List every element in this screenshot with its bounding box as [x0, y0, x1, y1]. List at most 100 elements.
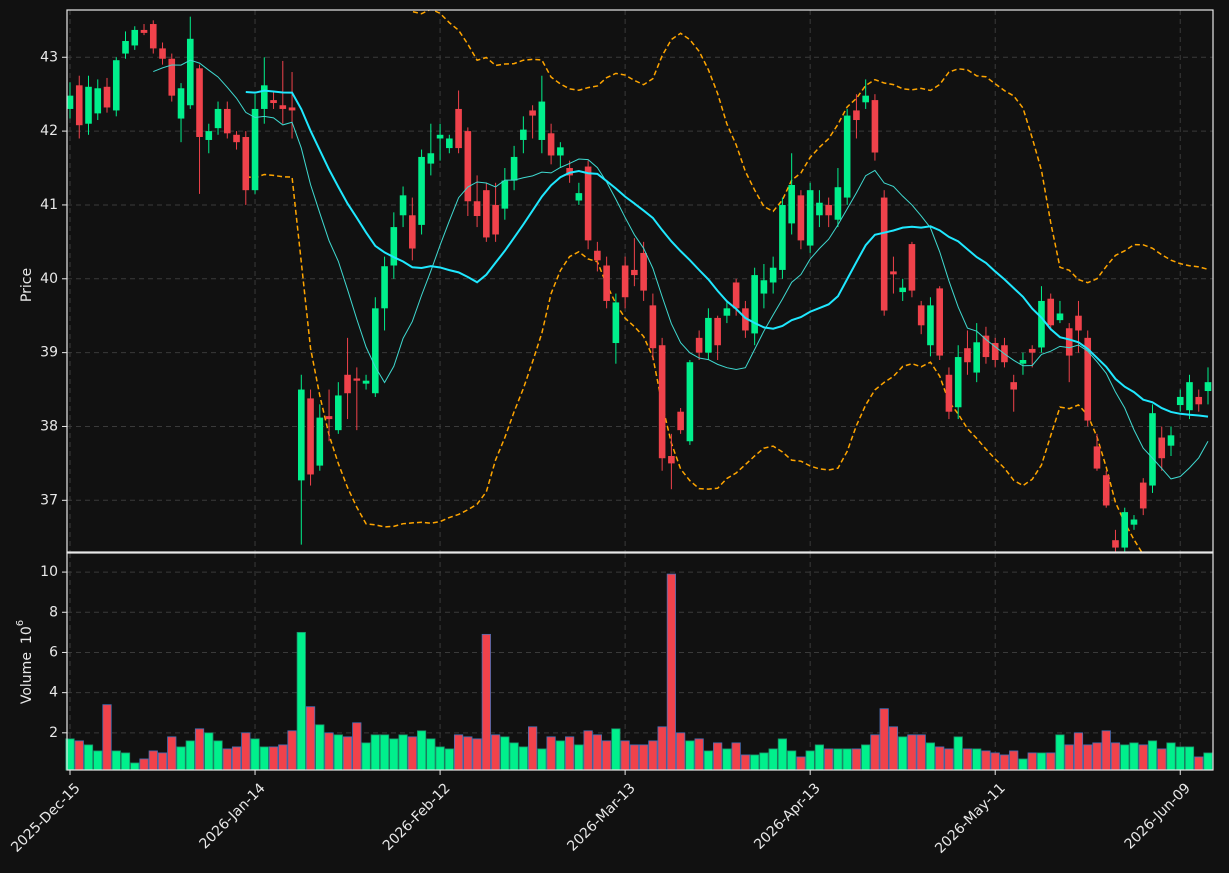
y-tick-label: 4: [49, 685, 58, 701]
volume-frame: [66, 552, 1214, 771]
volume-bar: [768, 748, 778, 771]
volume-bar: [833, 748, 843, 771]
volume-bar: [407, 736, 417, 771]
volume-bar: [490, 734, 501, 771]
volume-bar: [990, 752, 1000, 771]
candle-body: [214, 108, 222, 129]
candle-body: [1102, 475, 1110, 506]
y-tick-label: 10: [40, 564, 58, 580]
volume-bar: [268, 746, 279, 771]
volume-bar: [648, 740, 658, 771]
candle-body: [520, 129, 527, 140]
price-frame: [66, 9, 1214, 553]
candle-body: [575, 193, 583, 201]
candle-body: [205, 131, 213, 140]
candle-body: [1149, 413, 1156, 486]
volume-bar: [935, 746, 945, 771]
candle-body: [797, 195, 805, 241]
candle-body: [186, 38, 194, 106]
candle-body: [788, 185, 795, 224]
candle-body: [917, 305, 925, 326]
volume-bar: [453, 734, 464, 771]
candle-body: [760, 280, 768, 294]
candle-body: [631, 269, 638, 276]
y-tick-label: 41: [40, 197, 58, 213]
volume-bar: [342, 736, 353, 771]
candle-body: [871, 100, 879, 153]
candle-body: [714, 317, 721, 346]
y-tick-label: 37: [40, 492, 58, 508]
volume-bar: [842, 748, 852, 771]
volume-bar: [472, 738, 482, 771]
volume-bar: [1129, 742, 1139, 771]
candle-body: [501, 180, 509, 209]
volume-bar: [176, 746, 186, 771]
y-tick-label: 43: [40, 49, 58, 65]
candle-body: [344, 374, 351, 394]
volume-bar: [824, 748, 834, 771]
volume-bar: [916, 734, 926, 771]
candle-body: [612, 302, 620, 344]
candle-body: [742, 308, 749, 331]
candle-body: [547, 133, 555, 156]
candle-body: [418, 156, 425, 225]
volume-bar: [1092, 742, 1102, 771]
candle-body: [316, 417, 324, 466]
volume-bar: [213, 740, 223, 771]
volume-bar: [907, 734, 917, 771]
candle-body: [1019, 360, 1027, 364]
candle-body: [538, 101, 546, 140]
candle-body: [1010, 382, 1018, 390]
candle-body: [473, 201, 481, 217]
volume-bar: [1073, 732, 1084, 771]
volume-bar: [315, 724, 325, 771]
candle-body: [936, 288, 943, 356]
volume-bar: [583, 730, 593, 771]
volume-bar: [602, 740, 612, 771]
candle-body: [168, 58, 176, 96]
volume-bar: [796, 756, 806, 771]
volume-bar: [1064, 744, 1074, 771]
candle-body: [409, 215, 416, 249]
candle-body: [695, 337, 703, 353]
volume-bar: [426, 738, 436, 771]
candle-body: [1139, 482, 1147, 509]
candle-body: [705, 317, 712, 353]
volume-bar: [120, 752, 131, 771]
candle-body: [621, 265, 629, 298]
candle-body: [1093, 446, 1101, 469]
volume-bar: [139, 758, 149, 771]
candle-body: [982, 335, 990, 358]
candle-body: [843, 115, 851, 198]
candle-body: [67, 95, 74, 109]
y-tick-label: 6: [49, 644, 58, 660]
volume-bar: [685, 740, 695, 771]
y-tick-label: 38: [40, 418, 58, 434]
y-tick-label: 40: [40, 271, 58, 287]
candle-body: [131, 29, 139, 46]
volume-bar: [546, 736, 556, 771]
volume-bar: [93, 750, 103, 771]
volume-bar: [666, 573, 676, 771]
moving-average: [245, 89, 1209, 418]
candle-body: [483, 190, 490, 238]
candle-body: [991, 343, 999, 361]
candle-body: [640, 252, 647, 291]
candle-body: [1112, 540, 1119, 548]
candle-body: [1158, 437, 1166, 459]
candle-body: [1075, 315, 1082, 331]
volume-bar: [352, 722, 362, 771]
volume-bar: [574, 744, 584, 771]
volume-bar: [1194, 756, 1204, 771]
volume-bar: [731, 742, 741, 771]
volume-bar: [389, 738, 399, 771]
volume-bar: [1055, 734, 1065, 771]
candle-body: [298, 389, 305, 481]
candle-body: [510, 156, 518, 181]
candle-body: [825, 204, 832, 216]
volume-bar: [676, 732, 686, 771]
volume-bar: [611, 728, 621, 771]
volume-bar: [185, 740, 195, 771]
volume-bar: [518, 746, 528, 771]
candle-body: [1186, 382, 1193, 411]
